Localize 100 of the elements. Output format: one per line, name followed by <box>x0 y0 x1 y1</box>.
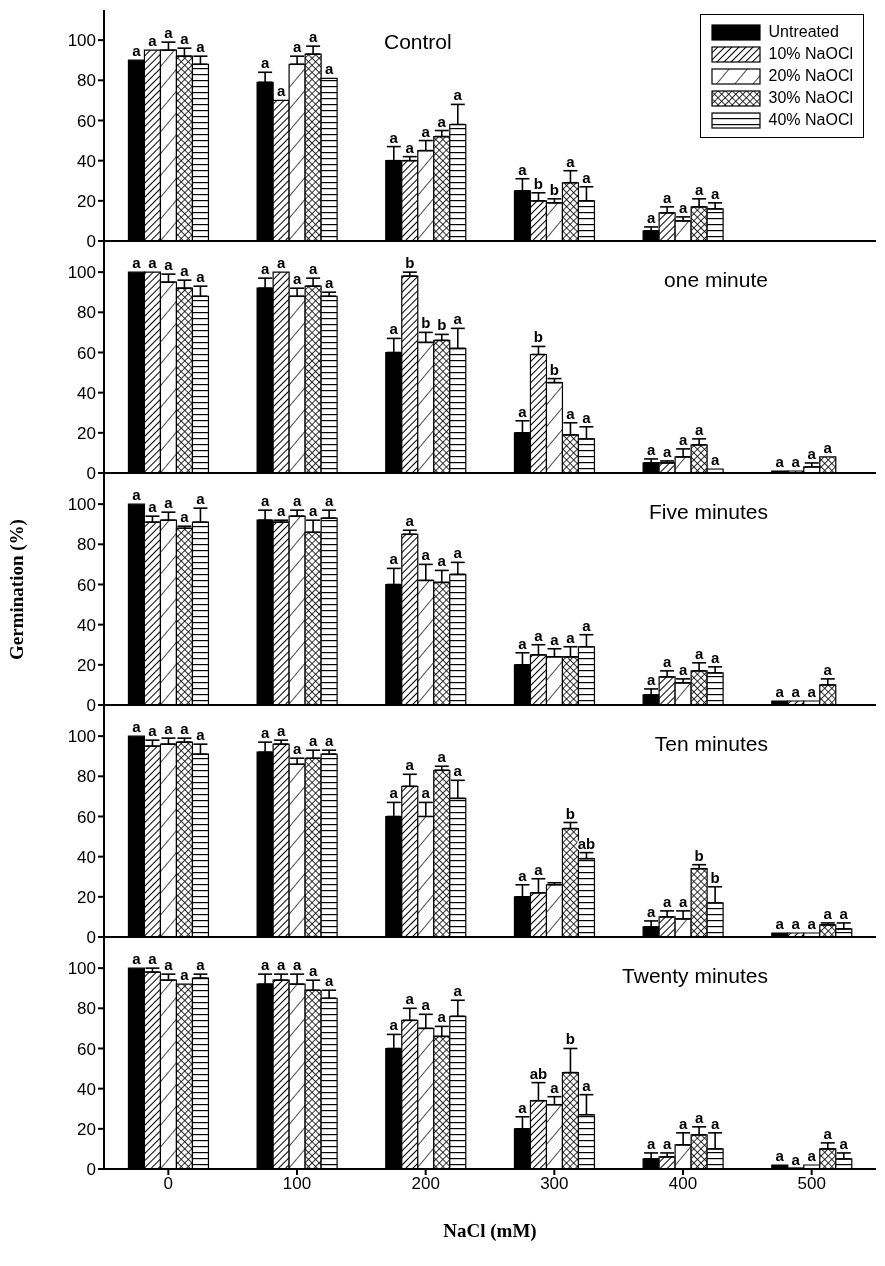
y-tick-label: 80 <box>77 535 96 555</box>
x-tick-label: 300 <box>540 1174 569 1194</box>
data-label: a <box>566 404 576 422</box>
data-label: a <box>678 892 688 910</box>
data-label: a <box>148 950 158 968</box>
data-label: a <box>582 1076 592 1094</box>
data-label: a <box>148 254 158 272</box>
data-label: a <box>292 740 302 758</box>
data-label: b <box>694 846 704 864</box>
data-label: a <box>389 784 399 802</box>
data-label: a <box>678 1114 688 1132</box>
data-label: a <box>518 1098 528 1116</box>
data-label: b <box>405 254 415 272</box>
data-label: a <box>710 1114 720 1132</box>
data-label: a <box>324 972 334 990</box>
data-label: a <box>196 490 206 508</box>
y-tick-label: 60 <box>77 1039 96 1059</box>
data-label: a <box>389 550 399 568</box>
data-label: a <box>421 122 431 140</box>
x-tick-label: 0 <box>163 1174 174 1194</box>
data-label: a <box>807 682 817 700</box>
data-label: a <box>276 722 286 740</box>
data-label: a <box>292 270 302 288</box>
data-label: a <box>662 892 672 910</box>
data-label: a <box>389 320 399 338</box>
data-label: a <box>308 502 318 520</box>
y-tick-label: 40 <box>77 615 96 635</box>
data-label: a <box>453 982 463 1000</box>
x-tick-label: 500 <box>797 1174 826 1194</box>
data-label: a <box>646 1134 656 1152</box>
data-label: a <box>276 254 286 272</box>
y-tick-label: 0 <box>86 232 96 252</box>
data-label: a <box>518 634 528 652</box>
data-label: a <box>276 956 286 974</box>
y-tick-label: 40 <box>77 847 96 867</box>
data-label: a <box>550 630 560 648</box>
data-label: a <box>132 718 142 736</box>
data-label: a <box>421 784 431 802</box>
legend-label: 30% NaOCl <box>768 89 853 107</box>
data-label: a <box>260 54 270 72</box>
data-label: a <box>694 180 704 198</box>
data-label: a <box>453 544 463 562</box>
data-label: a <box>180 966 190 984</box>
data-label: a <box>437 112 447 130</box>
data-label: b <box>565 1030 576 1048</box>
data-label: a <box>807 914 817 932</box>
data-label: a <box>550 1078 560 1096</box>
data-label: a <box>260 724 270 742</box>
x-axis-title: NaCl (mM) <box>443 1220 537 1242</box>
data-label: a <box>292 492 302 510</box>
data-label: b <box>549 360 560 378</box>
data-label: a <box>791 452 801 470</box>
data-label: a <box>534 626 544 644</box>
data-label: a <box>196 726 206 744</box>
data-label: a <box>823 660 833 678</box>
data-label: a <box>308 28 318 46</box>
data-label: a <box>308 260 318 278</box>
y-tick-label: 0 <box>86 696 96 716</box>
data-label: a <box>260 492 270 510</box>
data-label: a <box>518 866 528 884</box>
legend-label: 40% NaOCl <box>768 111 853 129</box>
y-tick-label: 60 <box>77 807 96 827</box>
data-label: a <box>437 748 447 766</box>
data-label: a <box>389 1016 399 1034</box>
data-label: a <box>324 60 334 78</box>
y-tick-label: 60 <box>77 111 96 131</box>
data-label: a <box>582 616 592 634</box>
data-label: a <box>148 32 158 50</box>
data-label: a <box>646 670 656 688</box>
y-tick-label: 80 <box>77 71 96 91</box>
text: Twenty minutes <box>622 964 768 988</box>
data-label: ab <box>529 1064 548 1082</box>
data-label: a <box>839 904 849 922</box>
data-label: a <box>164 956 174 974</box>
data-label: a <box>276 502 286 520</box>
data-label: b <box>437 316 447 334</box>
data-label: a <box>421 546 431 564</box>
x-tick-label: 400 <box>668 1174 698 1194</box>
data-label: a <box>405 990 415 1008</box>
data-label: a <box>453 762 463 780</box>
y-tick-label: 40 <box>77 383 96 403</box>
data-label: b <box>710 868 720 886</box>
data-label: a <box>260 260 270 278</box>
y-tick-label: 40 <box>77 151 96 171</box>
data-label: a <box>518 160 528 178</box>
data-label: a <box>196 956 206 974</box>
y-tick-label: 20 <box>77 1119 96 1139</box>
data-label: a <box>405 512 415 530</box>
data-label: a <box>389 128 399 146</box>
data-label: a <box>260 956 270 974</box>
data-label: a <box>775 452 785 470</box>
data-label: a <box>775 682 785 700</box>
data-label: a <box>308 732 318 750</box>
data-label: a <box>791 1151 801 1168</box>
y-tick-label: 100 <box>67 727 96 747</box>
y-tick-label: 80 <box>77 767 96 787</box>
data-label: a <box>566 152 576 170</box>
data-label: a <box>405 756 415 774</box>
legend-label: 10% NaOCl <box>768 45 853 63</box>
y-tick-label: 100 <box>67 959 96 979</box>
